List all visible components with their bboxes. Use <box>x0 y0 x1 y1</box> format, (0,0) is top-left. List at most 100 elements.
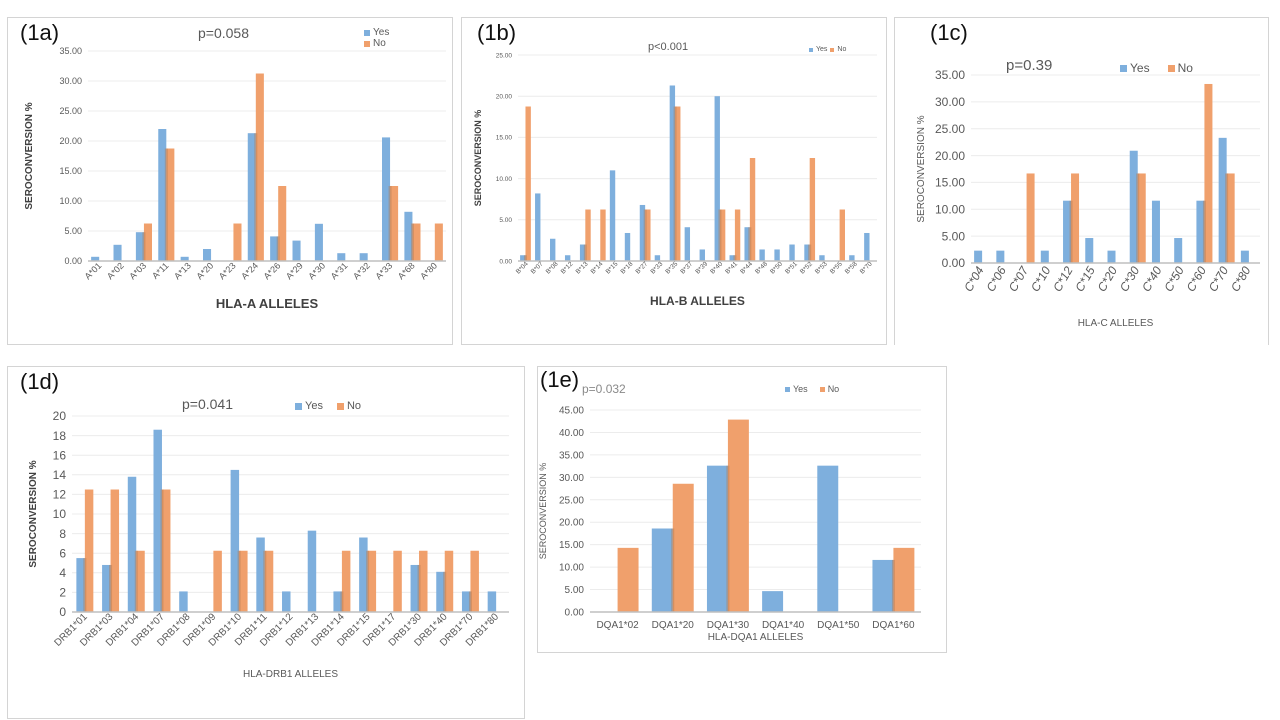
y-tick-label: 45.00 <box>559 406 584 417</box>
bar-chart-1a: 0.00 5.00 10.00 15.00 20.00 25.00 30.00 35.00 A*… <box>24 46 446 311</box>
y-tick-label: 25.00 <box>496 52 513 59</box>
y-axis-ticks: 0.00 5.00 10.00 15.00 20.00 25.00 30.00 35.00 <box>59 46 82 266</box>
x-axis-categories: A*01 A*02 A*03 A*11 A*13 A*20 A*23 A*24 A*26 A*29… <box>83 261 440 282</box>
legend-item-no: No <box>336 400 361 412</box>
bar-yes-a68 <box>404 211 413 261</box>
panel-label: (1b) <box>477 20 517 45</box>
bar-no-drb117 <box>393 550 402 612</box>
bar-yes-c80 <box>1240 250 1249 263</box>
bar-overlap-seam <box>671 528 675 612</box>
bar-overlap-seam <box>134 550 138 612</box>
y-tick-label: 20.00 <box>496 93 513 100</box>
y-tick-label: 5.00 <box>565 585 585 596</box>
x-tick-label: C*15 <box>1072 264 1098 294</box>
bar-overlap-seam <box>164 148 168 261</box>
bar-no-drb115 <box>367 550 377 612</box>
bar-overlap-seam <box>1225 173 1229 263</box>
x-axis-categories: C*04C*06C*07C*10C*12C*15C*20C*30C*40C*50… <box>961 263 1253 294</box>
x-axis-title: HLA-DRB1 ALLELES <box>243 669 338 680</box>
chart-title: p=0.39 <box>1006 57 1053 74</box>
bar-yes-drb104 <box>127 476 137 612</box>
bar-overlap-seam <box>673 106 677 261</box>
bar-yes-c30 <box>1129 150 1138 263</box>
legend-item-no: No <box>830 46 846 53</box>
bar-no-a26 <box>278 186 287 261</box>
y-tick-label: 0 <box>59 605 66 619</box>
x-tick-label: C*50 <box>1161 264 1187 294</box>
bar-no-drb114 <box>341 550 351 612</box>
bar-overlap-seam <box>733 255 737 261</box>
chart-title: p=0.032 <box>582 382 626 396</box>
bar-yes-b18 <box>624 232 631 261</box>
bar-yes-drb107 <box>153 429 162 612</box>
bar-no-drb110 <box>239 550 248 612</box>
x-tick-label: B*27 <box>634 260 649 275</box>
bar-no-dqa102 <box>617 547 639 612</box>
x-tick-label: C*40 <box>1139 264 1165 294</box>
bar-no-c07 <box>1026 173 1035 263</box>
x-tick-label: A*32 <box>351 261 372 282</box>
x-tick-label: C*80 <box>1228 264 1254 294</box>
bar-overlap-seam <box>388 186 392 261</box>
x-tick-label: A*30 <box>306 261 327 282</box>
bar-no-b27 <box>645 209 651 261</box>
bar-overlap-seam <box>523 255 527 261</box>
gridlines <box>971 74 1260 237</box>
y-tick-label: 25.00 <box>935 122 965 136</box>
legend: Yes No <box>1120 61 1193 75</box>
x-tick-label: A*23 <box>217 261 238 282</box>
y-tick-label: 25.00 <box>59 106 82 116</box>
bar-no-drb104 <box>136 550 145 612</box>
chart-panel-1b: (1b) p<0.001 Yes No 0.00 5.00 10.00 15.00 20… <box>461 17 887 345</box>
bar-no-b35 <box>675 106 681 261</box>
x-tick-label: A*33 <box>373 261 394 282</box>
y-axis-title: SEROCONVERSION % <box>538 463 548 560</box>
y-tick-label: 20.00 <box>935 149 965 163</box>
bar-no-drb111 <box>264 550 274 612</box>
legend: Yes No <box>295 400 361 412</box>
x-tick-label: C*04 <box>961 264 987 294</box>
legend-swatch-no <box>336 402 344 410</box>
gridlines <box>590 409 921 591</box>
legend-label-no: No <box>373 38 386 49</box>
bar-yes-dqa140 <box>762 591 784 612</box>
bar-yes-b44 <box>744 227 750 261</box>
y-axis-ticks: 0 2 4 6 8 10 12 14 16 18 20 <box>53 409 67 619</box>
legend-swatch-yes <box>809 47 813 52</box>
x-axis-title: HLA-B ALLELES <box>650 294 745 308</box>
bar-yes-b37 <box>684 227 691 261</box>
bar-no-drb101 <box>84 489 94 612</box>
bar-yes-dqa120 <box>651 528 673 612</box>
bar-yes-c15 <box>1085 238 1094 263</box>
bar-yes-c50 <box>1174 238 1183 263</box>
bar-yes-drb101 <box>76 558 85 612</box>
x-tick-label: B*55 <box>829 260 844 275</box>
y-tick-label: 10 <box>53 507 67 521</box>
x-tick-label: B*52 <box>799 260 814 275</box>
bar-no-b13 <box>585 209 591 261</box>
y-tick-label: 35.00 <box>559 450 584 461</box>
x-tick-label: B*14 <box>590 260 605 275</box>
y-tick-label: 30.00 <box>59 76 82 86</box>
bar-overlap-seam <box>726 465 730 612</box>
x-tick-label: B*35 <box>664 260 679 275</box>
bars <box>974 83 1249 264</box>
bars <box>76 429 497 612</box>
x-tick-label: C*10 <box>1028 264 1054 294</box>
y-tick-label: 5.00 <box>942 229 966 243</box>
bar-overlap-seam <box>109 564 113 612</box>
bar-yes-dqa130 <box>706 465 728 612</box>
y-axis-title: SEROCONVERSION % <box>473 110 483 207</box>
x-tick-label: B*70 <box>859 260 874 275</box>
x-tick-label: A*20 <box>194 261 215 282</box>
bar-yes-b52 <box>804 244 810 261</box>
x-tick-label: DQA1*30 <box>707 620 750 631</box>
x-tick-label: B*50 <box>769 260 784 275</box>
y-tick-label: 10.00 <box>935 202 965 216</box>
bar-overlap-seam <box>718 209 722 261</box>
bar-yes-c10 <box>1040 250 1049 263</box>
legend-swatch-yes <box>785 386 790 392</box>
y-tick-label: 4 <box>59 566 66 580</box>
y-axis-title: SEROCONVERSION % <box>916 115 927 222</box>
bar-yes-b07 <box>535 193 541 261</box>
